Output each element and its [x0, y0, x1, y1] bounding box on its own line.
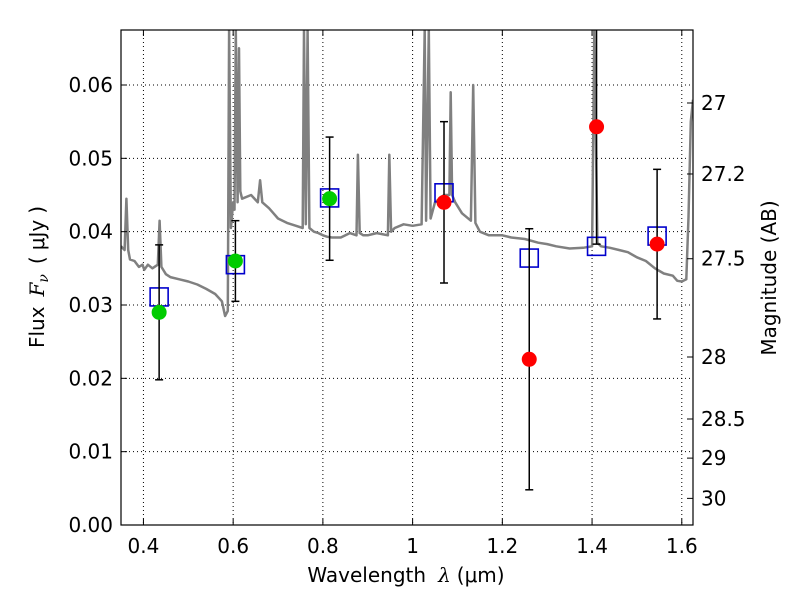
- x-tick-label: 1: [406, 534, 419, 558]
- y2-axis-title: Magnitude (AB): [757, 200, 781, 355]
- red-data-point: [436, 194, 452, 210]
- y-tick-label: 0.00: [68, 513, 113, 537]
- x-tick-label: 1.2: [486, 534, 518, 558]
- y2-tick-label: 30: [701, 486, 726, 510]
- green-data-point: [322, 191, 338, 207]
- model-spectrum-line: [121, 30, 693, 318]
- x-tick-label: 1.6: [666, 534, 698, 558]
- y-tick-label: 0.03: [68, 293, 113, 317]
- x-tick-labels: 0.4 0.6 0.8 1 1.2 1.4 1.6: [128, 534, 698, 558]
- x-tick-label: 0.6: [217, 534, 249, 558]
- y-tick-label: 0.01: [68, 440, 113, 464]
- y2-tick-labels: 27 27.2 27.5 28 28.5 29 30: [701, 91, 746, 510]
- y-tick-label: 0.04: [68, 220, 113, 244]
- plot-area: [121, 30, 693, 491]
- x-tick-label: 0.4: [128, 534, 160, 558]
- x-tick-label: 0.8: [307, 534, 339, 558]
- green-data-point: [227, 253, 243, 269]
- y2-tick-label: 28.5: [701, 407, 746, 431]
- tick-marks: [121, 30, 693, 526]
- y2-tick-label: 29: [701, 446, 726, 470]
- y-tick-label: 0.06: [68, 73, 113, 97]
- y-tick-label: 0.02: [68, 366, 113, 390]
- data-points: [151, 119, 665, 367]
- red-data-point: [649, 236, 665, 252]
- y-tick-label: 0.05: [68, 146, 113, 170]
- y-tick-labels: 0.00 0.01 0.02 0.03 0.04 0.05 0.06: [68, 73, 113, 537]
- x-axis-title: Wavelength λ (μm): [307, 563, 504, 587]
- red-data-point: [589, 119, 605, 135]
- red-data-point: [521, 351, 537, 367]
- y2-tick-label: 27: [701, 91, 726, 115]
- y2-tick-label: 27.5: [701, 247, 746, 271]
- y2-tick-label: 27.2: [701, 162, 746, 186]
- plot-frame: [120, 29, 694, 526]
- x-tick-label: 1.4: [576, 534, 608, 558]
- y2-tick-label: 28: [701, 345, 726, 369]
- green-data-point: [151, 304, 167, 320]
- y-axis-title: FluxFν(μJy): [25, 206, 52, 348]
